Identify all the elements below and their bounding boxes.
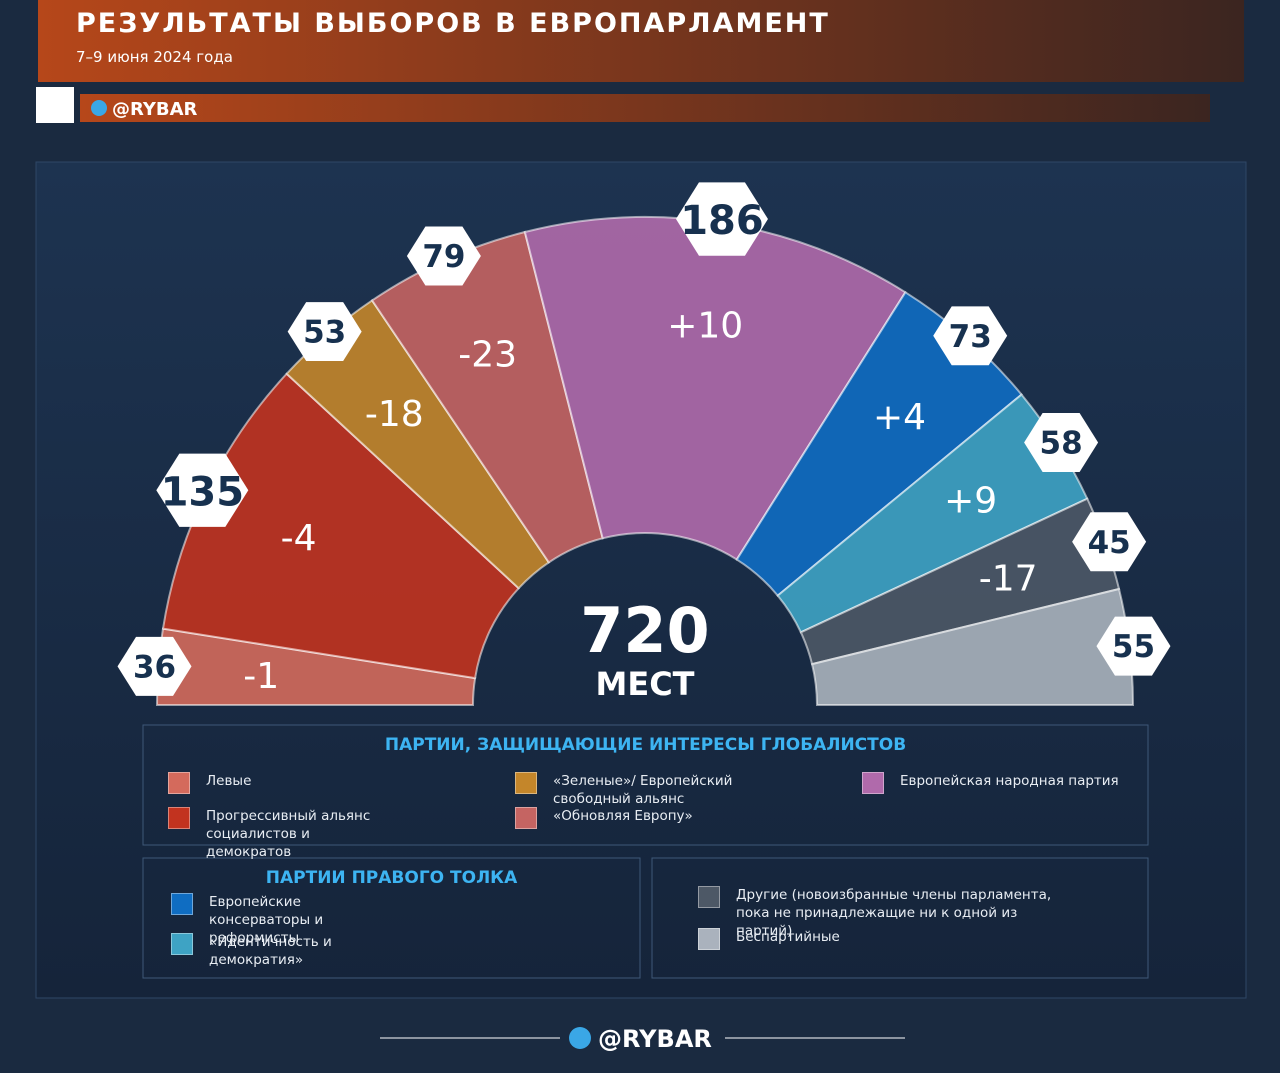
- legend-swatch: [515, 772, 537, 794]
- legend-group-title: ПАРТИИ, ЗАЩИЩАЮЩИЕ ИНТЕРЕСЫ ГЛОБАЛИСТОВ: [384, 735, 907, 755]
- legend-item: «Зеленые»/ Европейский свободный альянс: [515, 772, 745, 808]
- change-label: +9: [944, 481, 997, 522]
- legend-label: Европейские консерваторы и реформисты: [209, 894, 324, 946]
- value-badge: [1072, 512, 1147, 572]
- value-label: 79: [422, 239, 465, 275]
- legend-item: Левые: [168, 772, 398, 794]
- telegram-icon: [569, 1027, 591, 1049]
- footer-channel: @RYBAR: [598, 1025, 712, 1053]
- value-label: 73: [949, 319, 992, 355]
- legend-item: Прогрессивный альянс социалистов и демок…: [168, 807, 398, 861]
- value-label: 53: [303, 315, 346, 351]
- legend-swatch: [171, 893, 193, 915]
- total: 720: [580, 594, 709, 667]
- segment: [523, 216, 907, 561]
- change-label: -17: [979, 558, 1038, 599]
- legend-item: Другие (новоизбранные члены парламента, …: [698, 886, 1068, 940]
- legend-swatch: [862, 772, 884, 794]
- value-badge: [117, 636, 192, 696]
- legend-swatch: [168, 807, 190, 829]
- header-bar: [38, 0, 1244, 82]
- legend-swatch: [168, 772, 190, 794]
- change-label: -23: [458, 335, 517, 376]
- legend-label: «Зеленые»/ Европейский свободный альянс: [553, 773, 733, 807]
- legend-box: [651, 857, 1149, 979]
- value-label: 58: [1040, 425, 1083, 461]
- legend-item: Беспартийные: [698, 928, 1068, 950]
- value-label: 135: [161, 469, 245, 515]
- legend-swatch: [171, 933, 193, 955]
- change-label: +10: [667, 306, 743, 347]
- value-badge: [1096, 616, 1171, 676]
- legend-item: Европейская народная партия: [862, 772, 1122, 794]
- legend-swatch: [698, 886, 720, 908]
- value-label: 36: [133, 649, 176, 685]
- qr-code: [36, 87, 74, 123]
- legend-item: «Обновляя Европу»: [515, 807, 745, 829]
- legend-label: «Обновляя Европу»: [553, 808, 693, 824]
- change-label: -1: [243, 656, 279, 697]
- legend-label: «Идентичность и демократия»: [209, 934, 332, 968]
- value-badge: [406, 226, 481, 286]
- total-label: МЕСТ: [595, 665, 694, 703]
- subtitle: 7–9 июня 2024 года: [76, 48, 233, 66]
- legend-box: [142, 857, 641, 979]
- legend-label: Левые: [206, 773, 252, 789]
- telegram-icon: [91, 100, 107, 116]
- segment: [161, 372, 521, 680]
- value-badge: [1024, 412, 1099, 472]
- value-badge: [933, 306, 1008, 366]
- legend-swatch: [515, 807, 537, 829]
- change-label: +4: [873, 397, 926, 438]
- legend-label: Европейская народная партия: [900, 773, 1119, 789]
- legend-swatch: [698, 928, 720, 950]
- channel-bar: [80, 94, 1210, 122]
- change-label: -18: [365, 394, 424, 435]
- value-label: 55: [1112, 629, 1155, 665]
- value-label: 186: [680, 198, 764, 244]
- legend-item: «Идентичность и демократия»: [171, 933, 401, 969]
- legend-group-title: ПАРТИИ ПРАВОГО ТОЛКА: [265, 868, 518, 888]
- legend-label: Прогрессивный альянс социалистов и демок…: [206, 808, 371, 860]
- value-badge: [156, 453, 249, 527]
- legend-item: Европейские консерваторы и реформисты: [171, 893, 401, 947]
- value-badge: [675, 182, 768, 256]
- legend-label: Другие (новоизбранные члены парламента, …: [736, 887, 1052, 939]
- title: РЕЗУЛЬТАТЫ ВЫБОРОВ В ЕВРОПАРЛАМЕНТ: [76, 8, 830, 39]
- legend-label: Беспартийные: [736, 929, 840, 945]
- value-label: 45: [1088, 525, 1131, 561]
- change-label: -4: [281, 518, 317, 559]
- legend-box: [142, 724, 1149, 846]
- channel: @RYBAR: [112, 99, 198, 120]
- value-badge: [287, 302, 362, 362]
